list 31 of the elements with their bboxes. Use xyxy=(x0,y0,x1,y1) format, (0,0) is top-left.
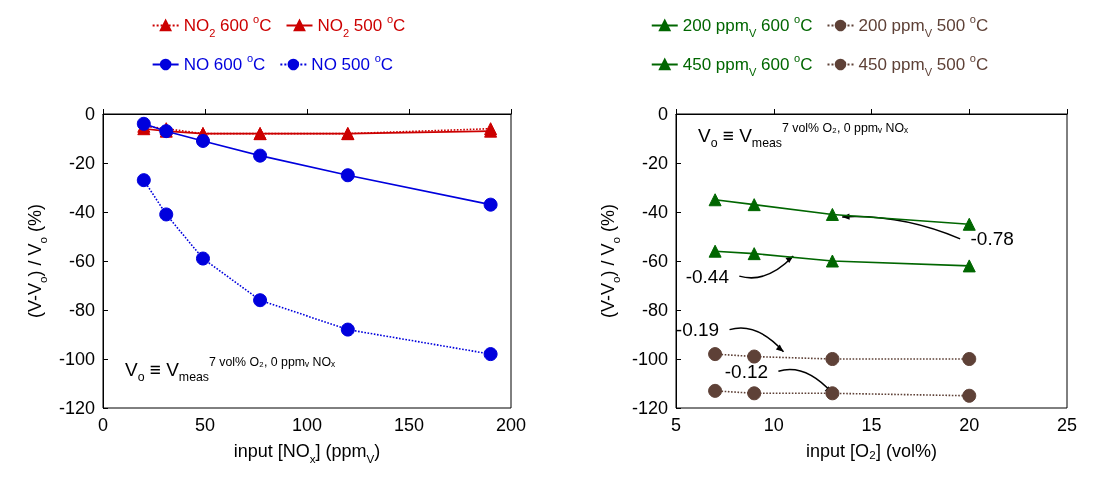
y-tick-label: -120 xyxy=(58,398,95,418)
annotation: -0.19 xyxy=(675,319,720,341)
x-tick-label: 15 xyxy=(861,415,882,435)
x-axis-title: input [O₂] (vol%) xyxy=(805,441,938,461)
y-tick-label: -60 xyxy=(68,251,95,271)
x-tick-label: 100 xyxy=(291,415,323,435)
y-axis-title: (V-Vo) / Vo (%) xyxy=(25,204,49,319)
y-tick-label: -20 xyxy=(641,153,668,173)
x-tick-label: 20 xyxy=(959,415,980,435)
x-tick-label: 5 xyxy=(670,415,682,435)
y-tick-label: -60 xyxy=(641,251,668,271)
y-tick-label: -80 xyxy=(641,300,668,320)
annotation: -0.44 xyxy=(685,265,730,287)
x-tick-label: 50 xyxy=(194,415,216,435)
y-tick-label: -40 xyxy=(641,202,668,222)
y-tick-label: -80 xyxy=(68,300,95,320)
x-tick-label: 10 xyxy=(763,415,784,435)
y-axis-title: (V-Vo) / Vo (%) xyxy=(598,204,622,319)
x-tick-label: 150 xyxy=(393,415,425,435)
y-tick-label: 0 xyxy=(84,104,95,124)
y-tick-label: 0 xyxy=(657,104,668,124)
y-tick-label: -40 xyxy=(68,202,95,222)
y-tick-label: -120 xyxy=(631,398,668,418)
annotation: -0.12 xyxy=(724,360,769,382)
y-tick-label: -20 xyxy=(68,153,95,173)
x-tick-label: 0 xyxy=(97,415,109,435)
y-tick-label: -100 xyxy=(631,349,668,369)
annotation: -0.78 xyxy=(970,228,1014,250)
x-tick-label: 25 xyxy=(1056,415,1078,435)
y-tick-label: -100 xyxy=(58,349,95,369)
x-tick-label: 200 xyxy=(495,415,527,435)
